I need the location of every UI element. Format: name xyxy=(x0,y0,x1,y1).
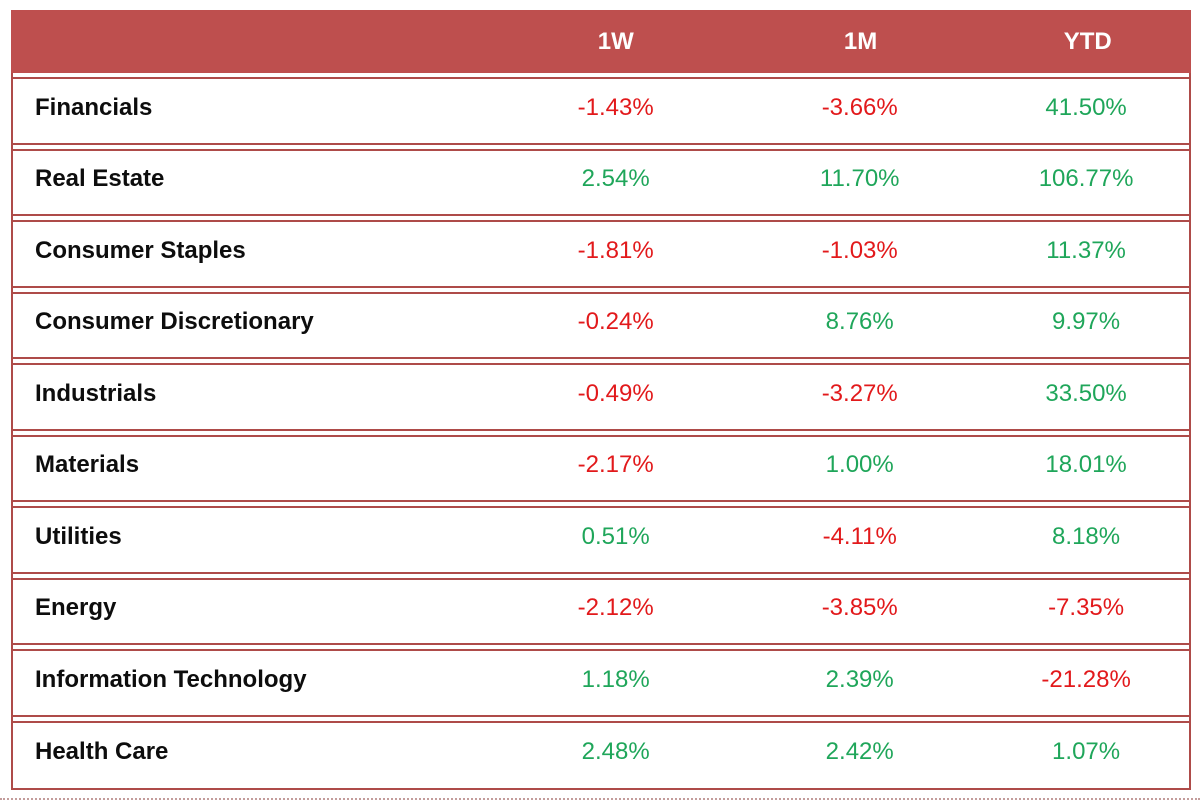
table-row: Consumer Discretionary -0.24% 8.76% 9.97… xyxy=(13,291,1189,359)
table-row: Energy -2.12% -3.85% -7.35% xyxy=(13,577,1189,645)
table-row: Utilities 0.51% -4.11% 8.18% xyxy=(13,506,1189,574)
value-1w: 2.54% xyxy=(581,165,650,193)
value-1w: -1.81% xyxy=(577,236,654,264)
value-1w: 0.51% xyxy=(581,522,650,550)
value-1w: -0.24% xyxy=(577,308,654,336)
value-ytd: 11.37% xyxy=(1046,236,1126,264)
table-row: Materials -2.17% 1.00% 18.01% xyxy=(13,434,1189,502)
value-1w: 2.48% xyxy=(581,738,650,766)
sector-name: Energy xyxy=(35,594,117,622)
table-row: Consumer Staples -1.81% -1.03% 11.37% xyxy=(13,220,1189,288)
value-1w: -0.49% xyxy=(577,379,654,407)
value-1w: -2.12% xyxy=(577,594,654,622)
table-row: Information Technology 1.18% 2.39% -21.2… xyxy=(13,649,1189,717)
value-1m: 11.70% xyxy=(819,165,900,193)
sector-name: Industrials xyxy=(35,379,157,407)
value-ytd: 9.97% xyxy=(1052,308,1121,336)
sector-name: Consumer Staples xyxy=(35,236,246,264)
sector-name: Real Estate xyxy=(35,165,165,193)
table-header-row: 1W 1M YTD xyxy=(11,10,1191,73)
header-1w: 1W xyxy=(597,27,634,55)
sector-name: Financials xyxy=(35,93,153,121)
value-1m: -1.03% xyxy=(821,236,898,264)
sector-name: Utilities xyxy=(35,522,122,550)
value-ytd: 18.01% xyxy=(1045,451,1127,479)
sector-name: Consumer Discretionary xyxy=(35,308,314,336)
sector-name: Information Technology xyxy=(35,665,307,693)
sector-name: Health Care xyxy=(35,738,169,766)
value-1m: 2.39% xyxy=(825,665,894,693)
sector-name: Materials xyxy=(35,451,140,479)
value-1m: 1.00% xyxy=(825,451,894,479)
header-ytd: YTD xyxy=(1063,27,1112,55)
sector-performance-table: 1W 1M YTD Financials -1.43% -3.66% 41.50… xyxy=(11,10,1191,790)
value-1w: -1.43% xyxy=(577,93,654,121)
table-row: Financials -1.43% -3.66% 41.50% xyxy=(13,77,1189,145)
table-row: Industrials -0.49% -3.27% 33.50% xyxy=(13,363,1189,431)
value-ytd: 106.77% xyxy=(1038,165,1134,193)
value-1m: -4.11% xyxy=(822,522,897,550)
value-1m: 2.42% xyxy=(825,738,894,766)
value-1w: 1.18% xyxy=(581,665,650,693)
value-1w: -2.17% xyxy=(577,451,654,479)
table-body: Financials -1.43% -3.66% 41.50% Real Est… xyxy=(11,73,1191,790)
value-1m: -3.27% xyxy=(821,379,898,407)
value-ytd: 8.18% xyxy=(1052,522,1121,550)
value-ytd: -21.28% xyxy=(1041,665,1131,693)
page-break-dashed-line xyxy=(0,798,1200,800)
header-1m: 1M xyxy=(843,27,878,55)
table-row: Real Estate 2.54% 11.70% 106.77% xyxy=(13,148,1189,216)
value-ytd: 33.50% xyxy=(1045,379,1127,407)
value-ytd: 41.50% xyxy=(1045,93,1127,121)
table-row: Health Care 2.48% 2.42% 1.07% xyxy=(13,720,1189,788)
value-1m: -3.66% xyxy=(821,93,898,121)
value-1m: -3.85% xyxy=(821,594,898,622)
value-1m: 8.76% xyxy=(825,308,894,336)
value-ytd: 1.07% xyxy=(1052,738,1121,766)
value-ytd: -7.35% xyxy=(1048,594,1125,622)
